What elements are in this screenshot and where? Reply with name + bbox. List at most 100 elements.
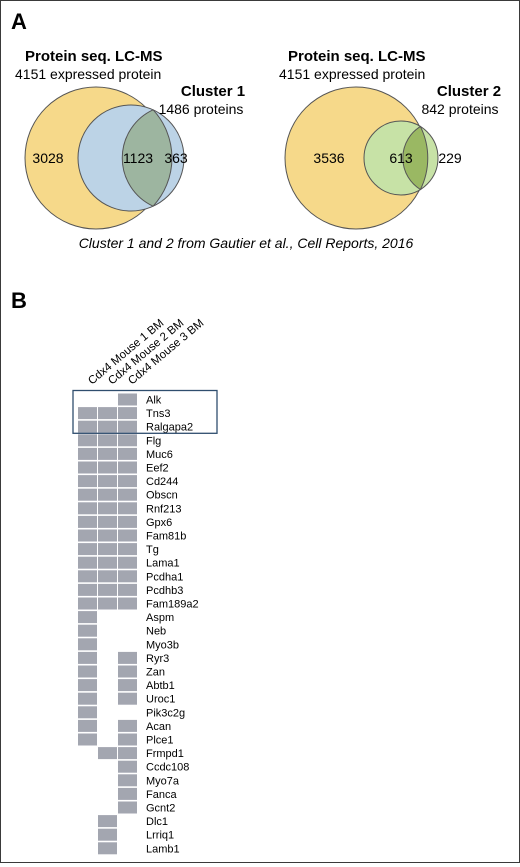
grid-cell [98, 407, 117, 420]
grid-cell [78, 475, 97, 488]
grid-cell [118, 407, 137, 420]
venn-right-only-set2-count: 229 [438, 150, 462, 166]
grid-cell [118, 733, 137, 746]
grid-cell [78, 502, 97, 515]
panel-a-caption: Cluster 1 and 2 from Gautier et al., Cel… [79, 235, 414, 251]
grid-cell [118, 760, 137, 773]
grid-cell [78, 434, 97, 447]
gene-label: Plce1 [146, 735, 174, 747]
gene-label: Abtb1 [146, 680, 175, 692]
venn-left-set1-subtitle: 4151 expressed protein [15, 66, 161, 82]
gene-label: Gpx6 [146, 517, 172, 529]
grid-cell [98, 556, 117, 569]
grid-cell [98, 529, 117, 542]
venn-right-overlap-region [402, 125, 429, 191]
gene-label: Myo7a [146, 775, 180, 787]
grid-cell [98, 597, 117, 610]
grid-cell [98, 815, 117, 828]
gene-label: Flg [146, 435, 161, 447]
grid-cell [98, 461, 117, 474]
grid-cell [78, 665, 97, 678]
grid-cell [98, 583, 117, 596]
grid-cell [118, 515, 137, 528]
gene-label: Ryr3 [146, 653, 169, 665]
grid-cell [78, 583, 97, 596]
grid-cell [98, 420, 117, 433]
panel-a-label: A [11, 9, 27, 34]
venn-right: Protein seq. LC-MS 4151 expressed protei… [279, 48, 501, 230]
gene-label: Tg [146, 544, 159, 556]
grid-cell [98, 828, 117, 841]
venn-left-only-set1-count: 3028 [32, 150, 63, 166]
venn-left-only-set2-count: 363 [164, 150, 188, 166]
venn-left-set2-subtitle: 1486 proteins [159, 101, 244, 117]
venn-right-set2-title: Cluster 2 [437, 83, 501, 100]
grid-cell [118, 543, 137, 556]
grid-cell [118, 583, 137, 596]
grid-cell [118, 461, 137, 474]
venn-right-overlap-count: 613 [389, 150, 413, 166]
grid-cell [78, 556, 97, 569]
gene-label: Gcnt2 [146, 803, 175, 815]
venn-left: Protein seq. LC-MS 4151 expressed protei… [15, 48, 245, 230]
grid-cell [118, 747, 137, 760]
venn-left-overlap-region [121, 109, 173, 207]
gene-label: Acan [146, 721, 171, 733]
venn-right-set1-subtitle: 4151 expressed protein [279, 66, 425, 82]
grid-cell [98, 842, 117, 855]
grid-cell [78, 638, 97, 651]
grid-cell [118, 475, 137, 488]
grid-cell [118, 488, 137, 501]
grid-cell [118, 570, 137, 583]
grid-cell [118, 529, 137, 542]
grid-cell [78, 706, 97, 719]
gene-label: Fam81b [146, 531, 186, 543]
panel-b-label: B [11, 288, 27, 313]
grid-cell [78, 529, 97, 542]
grid-cell [118, 393, 137, 406]
grid-cell [78, 611, 97, 624]
grid-cell [78, 651, 97, 664]
gene-label: Cd244 [146, 476, 178, 488]
gene-label: Ralgapa2 [146, 422, 193, 434]
gene-label: Tns3 [146, 408, 170, 420]
gene-label: Uroc1 [146, 694, 175, 706]
grid-cell [98, 434, 117, 447]
grid-cell [118, 801, 137, 814]
grid-cell [78, 515, 97, 528]
gene-label: Obscn [146, 490, 178, 502]
gene-label: Fanca [146, 789, 177, 801]
gene-label: Lamb1 [146, 843, 180, 855]
venn-right-set2-subtitle: 842 proteins [421, 101, 498, 117]
grid-cell [118, 774, 137, 787]
gene-label: Alk [146, 395, 162, 407]
grid-cell [78, 719, 97, 732]
gene-label: Pcdha1 [146, 571, 183, 583]
gene-label: Pcdhb3 [146, 585, 183, 597]
gene-label: Neb [146, 626, 166, 638]
grid-cell [78, 461, 97, 474]
grid-cell [118, 679, 137, 692]
grid-cell [118, 719, 137, 732]
grid-cell [78, 597, 97, 610]
grid-cell [118, 420, 137, 433]
gene-label: Frmpd1 [146, 748, 184, 760]
grid-cell [118, 556, 137, 569]
gene-label: Lama1 [146, 558, 180, 570]
grid-cell [118, 447, 137, 460]
grid-cell [118, 651, 137, 664]
grid-cell [118, 665, 137, 678]
grid-cell [78, 488, 97, 501]
grid-cell [78, 570, 97, 583]
grid-cell [118, 692, 137, 705]
venn-right-set1-title: Protein seq. LC-MS [288, 48, 426, 65]
grid-cell [98, 515, 117, 528]
gene-label: Lrriq1 [146, 830, 174, 842]
gene-label: Myo3b [146, 639, 179, 651]
grid-cell [78, 420, 97, 433]
grid-cell [98, 475, 117, 488]
gene-label: Ccdc108 [146, 762, 189, 774]
